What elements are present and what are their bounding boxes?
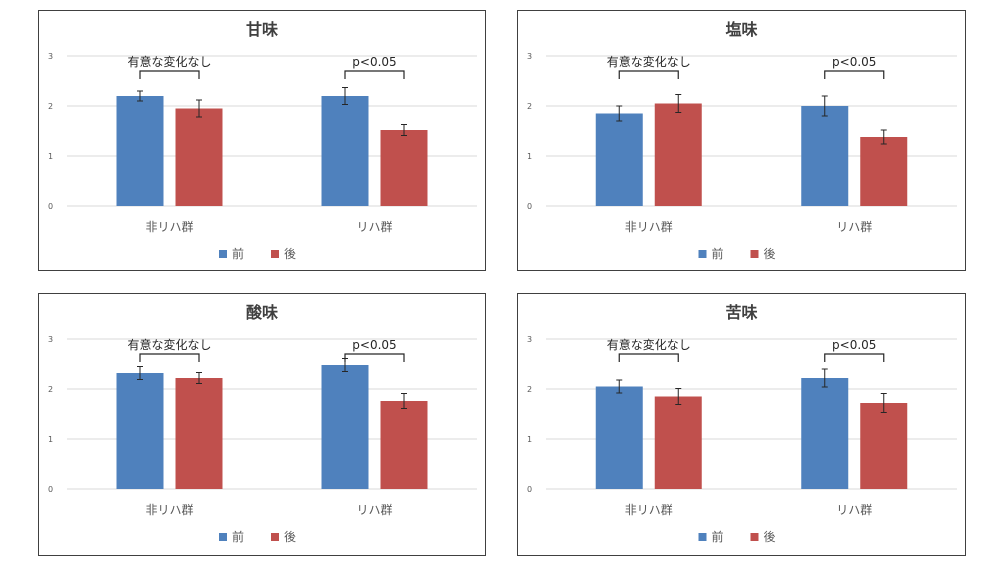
y-tick-label: 2 bbox=[527, 102, 532, 111]
legend-label: 後 bbox=[764, 247, 776, 261]
significance-bracket bbox=[618, 70, 679, 79]
legend-swatch bbox=[219, 250, 227, 258]
y-tick-label: 3 bbox=[48, 52, 53, 61]
bar bbox=[801, 378, 849, 489]
legend-label: 後 bbox=[284, 530, 296, 544]
bar bbox=[175, 108, 223, 206]
y-tick-label: 3 bbox=[527, 52, 532, 61]
legend-swatch bbox=[271, 250, 279, 258]
bar bbox=[175, 378, 223, 489]
y-tick-label: 0 bbox=[527, 485, 532, 494]
category-label: 非リハ群 bbox=[625, 220, 673, 234]
y-tick-label: 1 bbox=[48, 435, 53, 444]
legend-swatch bbox=[750, 533, 759, 541]
chart-panel-bitter: 苦味 0 1 2 3 有意な変化なし 非リハ群 p<0.05 リハ群前 後 bbox=[517, 293, 966, 556]
bar bbox=[595, 386, 643, 489]
significance-bracket bbox=[139, 70, 200, 79]
category-label: リハ群 bbox=[356, 220, 392, 234]
legend-label: 後 bbox=[284, 247, 296, 261]
chart-panel-sweet: 甘味 0 1 2 3 有意な変化なし 非リハ群 p<0.05 リハ群前 後 bbox=[38, 10, 486, 271]
significance-bracket bbox=[344, 353, 405, 362]
y-tick-label: 1 bbox=[527, 152, 532, 161]
significance-label: p<0.05 bbox=[352, 55, 396, 69]
significance-label: 有意な変化なし bbox=[607, 54, 691, 69]
y-tick-label: 1 bbox=[48, 152, 53, 161]
y-tick-label: 3 bbox=[48, 335, 53, 344]
significance-bracket bbox=[824, 70, 885, 79]
y-tick-label: 1 bbox=[527, 435, 532, 444]
significance-bracket bbox=[618, 353, 679, 362]
bar bbox=[116, 96, 164, 206]
legend-swatch bbox=[698, 533, 707, 541]
category-label: 非リハ群 bbox=[145, 503, 193, 517]
category-label: リハ群 bbox=[836, 503, 872, 517]
chart-title: 酸味 bbox=[246, 303, 278, 322]
y-tick-label: 0 bbox=[48, 202, 53, 211]
legend-label: 前 bbox=[712, 246, 724, 261]
y-tick-label: 2 bbox=[48, 385, 53, 394]
category-label: リハ群 bbox=[836, 220, 872, 234]
significance-bracket bbox=[824, 353, 885, 362]
bar bbox=[654, 396, 702, 489]
significance-bracket bbox=[344, 70, 405, 79]
significance-label: 有意な変化なし bbox=[127, 54, 211, 69]
bar bbox=[595, 113, 643, 206]
chart-title: 苦味 bbox=[725, 303, 757, 322]
chart-title: 甘味 bbox=[246, 20, 278, 39]
significance-label: p<0.05 bbox=[832, 338, 876, 352]
category-label: 非リハ群 bbox=[625, 503, 673, 517]
y-tick-label: 3 bbox=[527, 335, 532, 344]
chart-panel-sour: 酸味 0 1 2 3 有意な変化なし 非リハ群 p<0.05 リハ群前 後 bbox=[38, 293, 486, 556]
bar bbox=[654, 103, 702, 206]
chart-panel-salty: 塩味 0 1 2 3 有意な変化なし 非リハ群 p<0.05 リハ群前 後 bbox=[517, 10, 966, 271]
y-tick-label: 0 bbox=[48, 485, 53, 494]
y-tick-label: 2 bbox=[48, 102, 53, 111]
legend-swatch bbox=[271, 533, 279, 541]
legend-label: 前 bbox=[712, 529, 724, 544]
significance-label: p<0.05 bbox=[352, 338, 396, 352]
legend-label: 前 bbox=[232, 529, 244, 544]
legend-label: 後 bbox=[764, 530, 776, 544]
bar bbox=[380, 401, 428, 489]
y-tick-label: 0 bbox=[527, 202, 532, 211]
chart-title: 塩味 bbox=[725, 20, 757, 39]
category-label: リハ群 bbox=[356, 503, 392, 517]
bar bbox=[801, 106, 849, 206]
significance-label: 有意な変化なし bbox=[127, 337, 211, 352]
y-tick-label: 2 bbox=[527, 385, 532, 394]
significance-bracket bbox=[139, 353, 200, 362]
legend-swatch bbox=[219, 533, 227, 541]
significance-label: 有意な変化なし bbox=[607, 337, 691, 352]
bar bbox=[321, 365, 369, 489]
bar bbox=[116, 373, 164, 489]
bar bbox=[860, 137, 908, 206]
significance-label: p<0.05 bbox=[832, 55, 876, 69]
legend-label: 前 bbox=[232, 246, 244, 261]
legend-swatch bbox=[698, 250, 707, 258]
bar bbox=[321, 96, 369, 206]
bar bbox=[380, 130, 428, 206]
category-label: 非リハ群 bbox=[145, 220, 193, 234]
bar bbox=[860, 403, 908, 489]
legend-swatch bbox=[750, 250, 759, 258]
